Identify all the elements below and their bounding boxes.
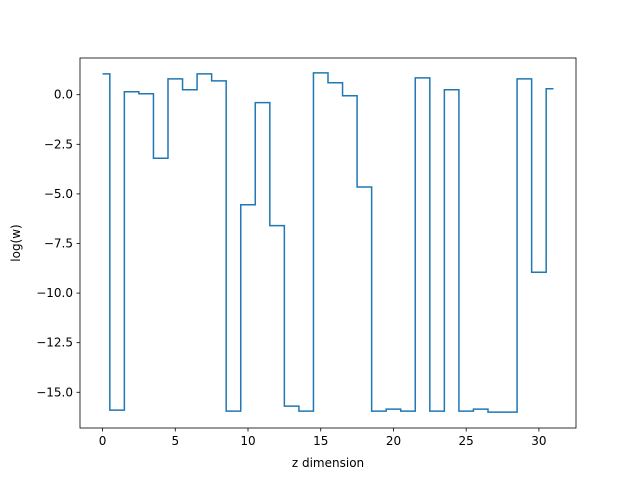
x-tick-label: 25 xyxy=(459,434,474,448)
y-tick-label: −7.5 xyxy=(44,236,73,250)
x-tick-label: 20 xyxy=(386,434,401,448)
y-axis-ticks: 0.0 −2.5 −5.0 −7.5 −10.0 −12.5 −15.0 xyxy=(36,88,80,399)
x-tick-label: 15 xyxy=(313,434,328,448)
y-tick-label: −2.5 xyxy=(44,137,73,151)
series-line xyxy=(102,72,554,413)
y-tick-label: −10.0 xyxy=(36,286,73,300)
y-axis-label: log(w) xyxy=(9,224,23,261)
x-tick-label: 30 xyxy=(531,434,546,448)
x-tick-label: 0 xyxy=(99,434,107,448)
y-tick-label: −12.5 xyxy=(36,336,73,350)
plot-area xyxy=(102,72,554,413)
y-tick-label: 0.0 xyxy=(54,88,73,102)
x-axis-label: z dimension xyxy=(292,456,364,470)
y-tick-label: −5.0 xyxy=(44,187,73,201)
axes-frame xyxy=(79,57,577,429)
x-axis-ticks: 0 5 10 15 20 25 30 xyxy=(99,428,547,448)
x-tick-label: 10 xyxy=(240,434,255,448)
x-tick-label: 5 xyxy=(171,434,179,448)
y-tick-label: −15.0 xyxy=(36,385,73,399)
